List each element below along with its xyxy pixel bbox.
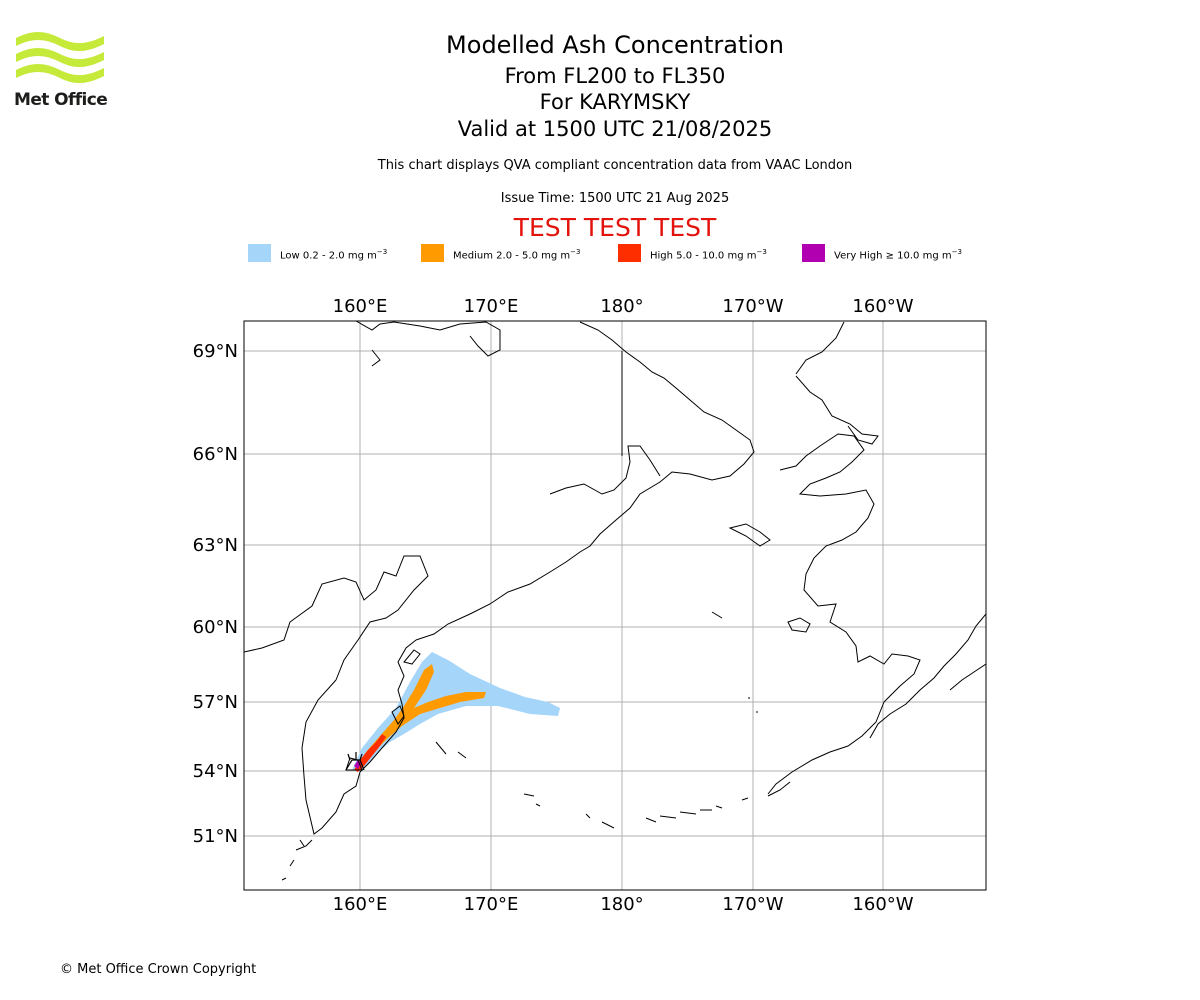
lon-label-top: 160°W xyxy=(852,296,913,317)
lat-label: 57°N xyxy=(193,692,238,713)
legend-swatch-low xyxy=(248,244,271,262)
lon-label-bottom: 180° xyxy=(600,894,643,915)
lat-label: 66°N xyxy=(193,444,238,465)
legend-label-very-high: Very High ≥ 10.0 mg m xyxy=(834,250,952,262)
legend-label-low: Low 0.2 - 2.0 mg m xyxy=(280,250,377,262)
lon-label-top: 170°E xyxy=(464,296,519,317)
chart-title: Modelled Ash Concentration xyxy=(446,31,784,59)
met-office-logo-text: Met Office xyxy=(14,90,108,110)
legend-swatch-medium xyxy=(421,244,444,262)
map-gridlines xyxy=(244,321,986,890)
volcano-icon xyxy=(345,752,365,771)
lon-label-top: 180° xyxy=(600,296,643,317)
lat-label: 54°N xyxy=(193,761,238,782)
compliance-note: This chart displays QVA compliant concen… xyxy=(377,158,853,173)
ash-plume-low xyxy=(352,652,560,772)
lat-label: 51°N xyxy=(193,826,238,847)
volcano-name: For KARYMSKY xyxy=(539,90,691,114)
legend-label-high: High 5.0 - 10.0 mg m xyxy=(650,250,757,262)
map-frame xyxy=(243,320,987,891)
test-banner: TEST TEST TEST xyxy=(513,213,717,242)
copyright-notice: © Met Office Crown Copyright xyxy=(60,962,257,977)
ash-plume-medium xyxy=(356,664,486,770)
lat-label: 60°N xyxy=(193,617,238,638)
legend-label-medium: Medium 2.0 - 5.0 mg m xyxy=(453,250,571,262)
lon-label-bottom: 170°E xyxy=(464,894,519,915)
ash-plume-high xyxy=(354,734,386,772)
issue-time: Issue Time: 1500 UTC 21 Aug 2025 xyxy=(500,191,730,206)
legend-swatch-high xyxy=(618,244,641,262)
lon-label-bottom: 160°W xyxy=(852,894,913,915)
coastlines xyxy=(244,321,986,881)
legend-swatch-very-high xyxy=(802,244,825,262)
flight-level-range: From FL200 to FL350 xyxy=(504,64,726,88)
lat-label: 69°N xyxy=(193,341,238,362)
met-office-wave-icon xyxy=(16,32,104,84)
lon-label-top: 170°W xyxy=(722,296,783,317)
lon-label-bottom: 160°E xyxy=(333,894,388,915)
valid-time: Valid at 1500 UTC 21/08/2025 xyxy=(457,117,773,141)
lon-label-top: 160°E xyxy=(333,296,388,317)
lat-label: 63°N xyxy=(193,535,238,556)
met-office-logo: Met Office xyxy=(14,30,108,112)
lon-label-bottom: 170°W xyxy=(722,894,783,915)
